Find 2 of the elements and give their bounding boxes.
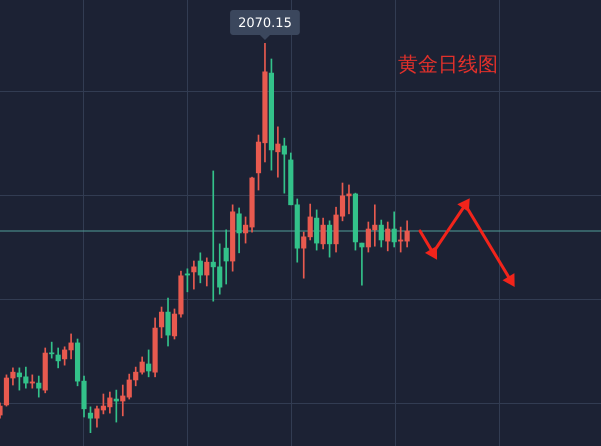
annotation: 2070.15	[238, 16, 292, 31]
text: 黄金日线图	[398, 52, 498, 76]
